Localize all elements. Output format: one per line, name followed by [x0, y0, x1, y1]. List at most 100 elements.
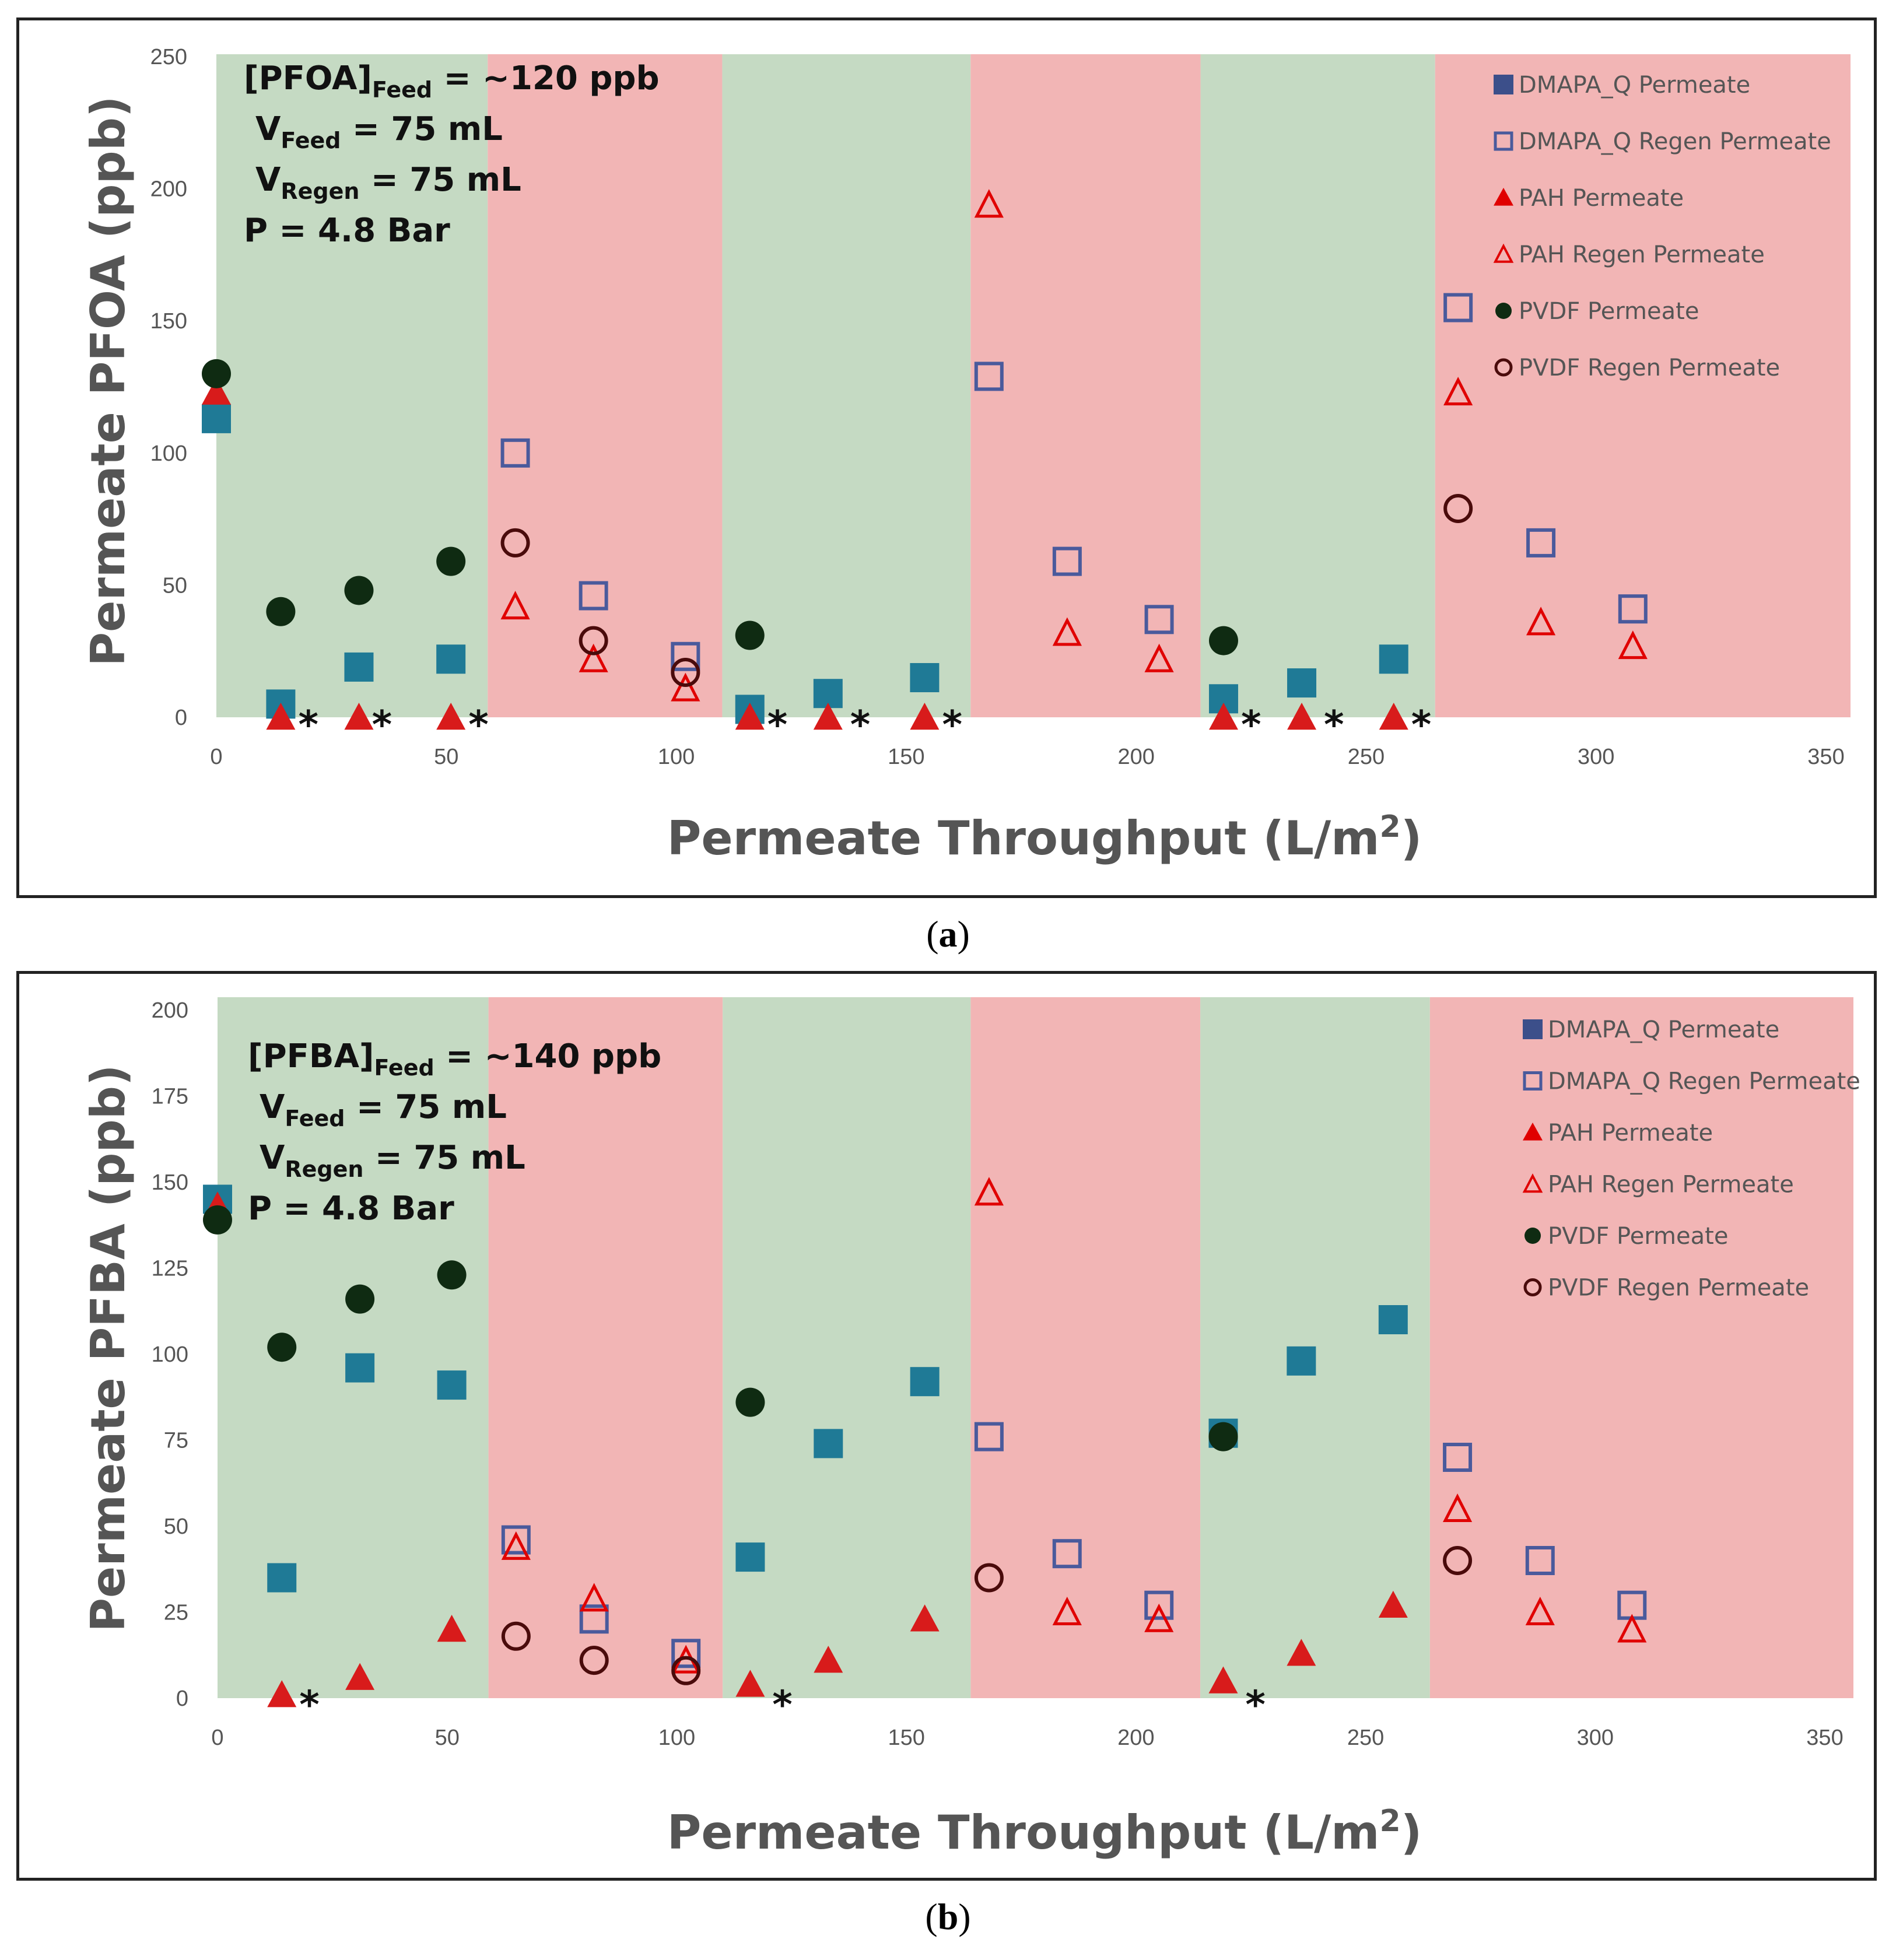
x-tick-label: 250 [1348, 745, 1385, 769]
data-point [202, 377, 231, 405]
x-tick-label: 350 [1807, 745, 1844, 769]
y-tick-label: 0 [176, 1686, 188, 1711]
data-point [501, 1531, 531, 1560]
series-square-filled [202, 404, 1408, 724]
series-triangle-open [500, 189, 1648, 702]
asterisk-marker: * [299, 1682, 320, 1727]
data-point [1443, 1546, 1473, 1575]
legend-label: PAH Permeate [1519, 185, 1684, 212]
legend-marker [1494, 188, 1513, 206]
data-point [1378, 1590, 1408, 1618]
data-point [813, 703, 843, 730]
condition-line: VFeed = 75 mL [255, 110, 503, 153]
data-point [974, 1177, 1004, 1206]
y-tick-label: 0 [175, 706, 187, 730]
condition-line: VRegen = 75 mL [255, 161, 521, 204]
asterisk-marker: * [298, 702, 318, 747]
series-circle-open [500, 493, 1473, 687]
data-point [1443, 293, 1473, 322]
data-point [579, 643, 608, 672]
legend-label: PVDF Regen Permeate [1548, 1275, 1809, 1302]
data-point [1526, 528, 1556, 558]
caption-b-letter: b [937, 1896, 959, 1937]
data-point [1052, 617, 1082, 646]
data-point [1208, 703, 1238, 730]
data-point [1287, 703, 1317, 730]
chart-b-svg: 0 25 50 75 100 125 150 175 200 0 50 100 150 200 250 300… [81, 997, 1860, 1860]
y-tick-label: 200 [150, 177, 187, 202]
data-point [345, 1284, 375, 1314]
x-axis-title: Permeate Throughput (L/m2) [667, 809, 1422, 865]
legend-marker [1494, 358, 1513, 377]
data-point [266, 597, 296, 626]
chart-panel-b: 0 25 50 75 100 125 150 175 200 0 50 100 150 200 250 300… [16, 971, 1877, 1881]
y-tick-label: 100 [152, 1342, 188, 1367]
background-bands [216, 54, 1851, 717]
y-tick-label: 50 [163, 573, 187, 598]
data-point [437, 1370, 467, 1400]
data-point [344, 576, 374, 605]
x-tick-label: 50 [434, 745, 458, 769]
data-point [1443, 1443, 1473, 1472]
data-point [910, 1604, 940, 1632]
condition-line: VFeed = 75 mL [260, 1088, 507, 1131]
asterisk-marker: * [1245, 1682, 1266, 1727]
series-circle-filled [203, 1205, 1238, 1451]
y-tick-label: 150 [152, 1170, 188, 1195]
data-point [1379, 644, 1408, 674]
band-green [722, 54, 971, 717]
caption-a: (a) [926, 913, 970, 955]
x-tick-label: 100 [658, 1726, 695, 1750]
legend-label: PVDF Permeate [1519, 298, 1699, 325]
data-point [1052, 1539, 1082, 1569]
data-point [345, 1353, 375, 1383]
data-point [1378, 1305, 1408, 1334]
data-point [267, 1563, 297, 1593]
data-point [1526, 606, 1556, 636]
legend-marker [1522, 1173, 1543, 1193]
x-axis-title: Permeate Throughput (L/m2) [667, 1804, 1422, 1860]
data-point [202, 359, 231, 388]
data-point [1287, 1639, 1316, 1666]
data-point [735, 1670, 765, 1697]
data-point [345, 1663, 375, 1690]
legend-label: PVDF Regen Permeate [1519, 355, 1780, 381]
data-point [1144, 1603, 1174, 1632]
legend-label: PAH Permeate [1548, 1120, 1713, 1146]
legend-marker [1524, 1228, 1541, 1244]
caption-a-letter: a [938, 913, 958, 955]
data-point [1442, 1493, 1473, 1522]
asterisk-marker: * [772, 1682, 793, 1727]
asterisk-marker: * [850, 702, 871, 747]
legend-label: PVDF Permeate [1548, 1223, 1728, 1250]
data-point [735, 1542, 765, 1572]
data-point [344, 652, 374, 682]
x-tick-label: 150 [888, 745, 924, 769]
data-point [344, 703, 374, 730]
legend-label: DMAPA_Q Permeate [1548, 1016, 1779, 1043]
data-point [436, 546, 466, 576]
data-point [579, 1604, 609, 1634]
condition-line: P = 4.8 Bar [248, 1190, 454, 1228]
data-point [1618, 630, 1648, 660]
band-green [1200, 54, 1435, 717]
legend-label: DMAPA_Q Regen Permeate [1548, 1068, 1860, 1095]
data-point [671, 672, 700, 702]
condition-line: [PFOA]Feed = ~120 ppb [244, 59, 660, 103]
x-tick-label: 50 [435, 1726, 460, 1750]
condition-line: VRegen = 75 mL [260, 1139, 525, 1182]
condition-line: P = 4.8 Bar [244, 212, 450, 250]
data-point [1618, 594, 1648, 624]
data-point [266, 703, 296, 730]
legend-label: PAH Regen Permeate [1548, 1172, 1794, 1198]
data-point [1052, 546, 1082, 576]
series-triangle-filled [203, 1191, 1408, 1707]
y-axis-title: Permeate PFBA (ppb) [81, 1064, 135, 1632]
data-point [974, 1422, 1004, 1451]
data-point [436, 644, 466, 674]
x-tick-label: 150 [888, 1726, 924, 1750]
x-axis: 0 50 100 150 200 250 300 350 [211, 1726, 1843, 1750]
data-point [437, 1260, 467, 1290]
band-red [1429, 997, 1853, 1698]
chart-panel-a: 0 50 100 150 200 250 0 50 100 150 200 250 300 350 Perm… [16, 17, 1877, 898]
